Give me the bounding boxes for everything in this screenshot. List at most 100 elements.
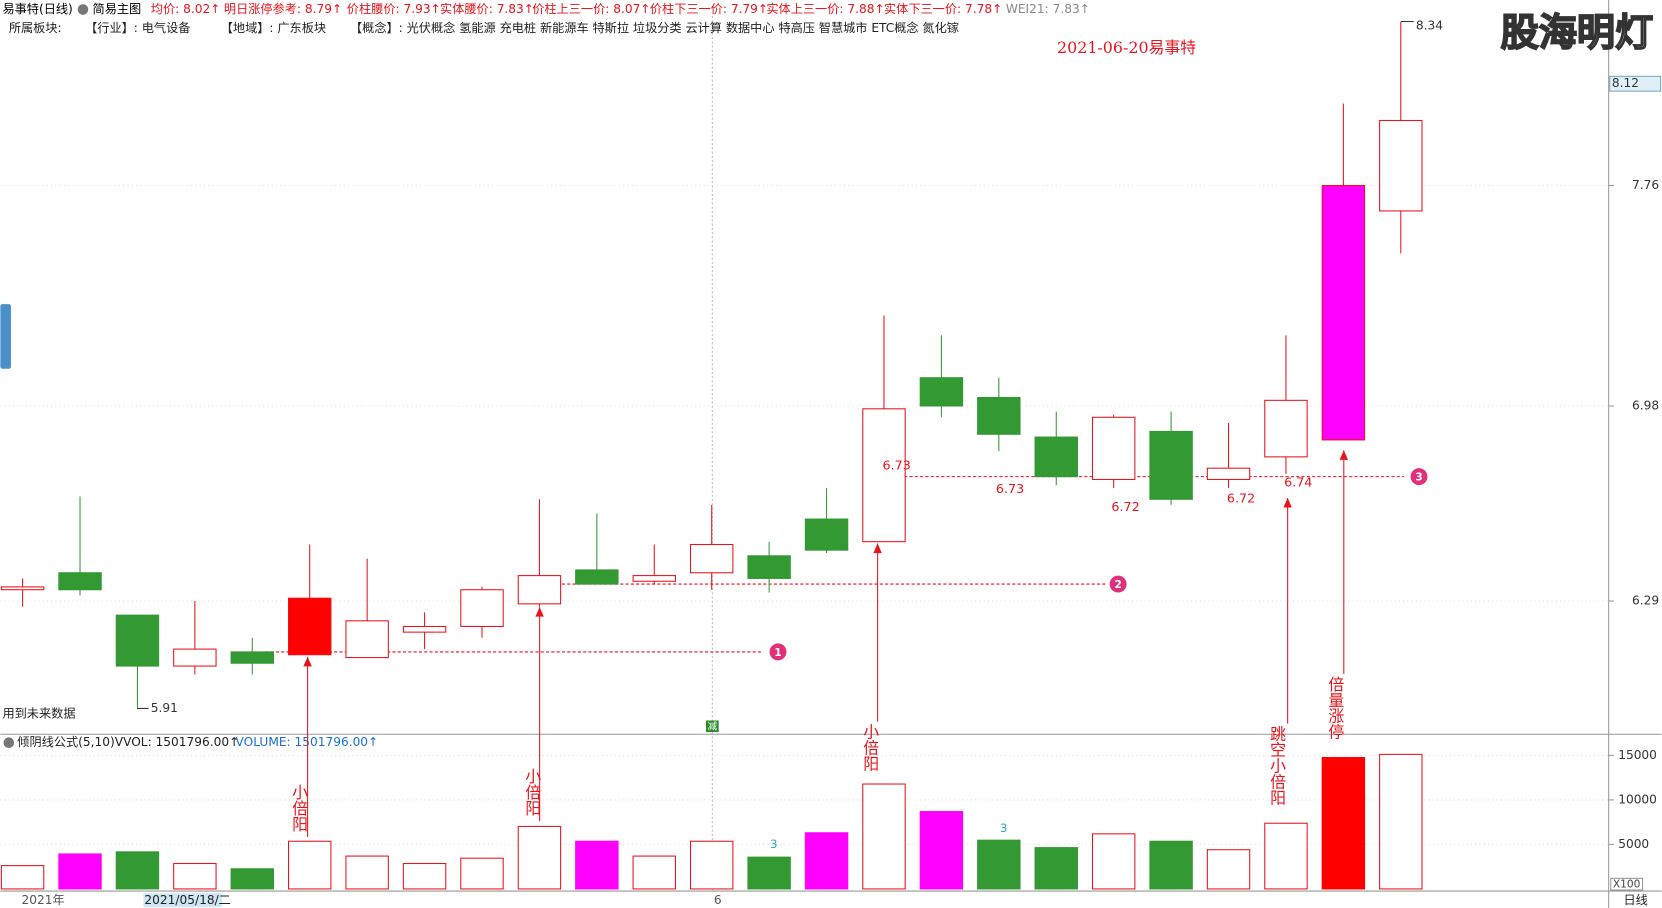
volume-bar: [1149, 840, 1193, 890]
candle-body: [115, 614, 160, 667]
header-item: 价柱下三一价: 7.79↑: [650, 1, 768, 16]
callout: 跳空小倍阳: [1268, 726, 1287, 806]
candle-body: [1034, 436, 1078, 478]
volume-bar: [804, 832, 849, 890]
volume-bar: [977, 839, 1021, 890]
volume-bar: [1321, 757, 1366, 890]
price-label: 6.73: [996, 481, 1024, 496]
candle-body: [345, 620, 389, 659]
header-item: 易事特(日线): [2, 1, 72, 16]
volume-bar: [747, 856, 791, 890]
volume-bar: [115, 851, 160, 890]
candle-body: [919, 377, 964, 407]
volume-bar: [460, 857, 504, 890]
candle-body: [0, 586, 45, 591]
arrow-head: [535, 607, 544, 617]
volume-note: 3: [770, 837, 777, 851]
arrow-head: [1283, 497, 1292, 508]
candle-body: [230, 651, 275, 664]
volume-bar: [58, 853, 102, 890]
callout: 倍量涨停: [1326, 676, 1345, 741]
volume-bar: [1379, 753, 1423, 890]
header-item: WEI21: 7.83↑: [1006, 2, 1090, 16]
volume-bar: [919, 811, 964, 890]
volume-bar: [689, 840, 734, 890]
candle-body: [1264, 399, 1308, 458]
note: 用到未来数据: [2, 706, 75, 721]
price-label: 6.72: [1227, 491, 1255, 506]
volume-bar: [632, 855, 676, 890]
candle-body: [747, 555, 791, 579]
volume-bar: [1034, 847, 1078, 890]
candle-body: [173, 648, 217, 667]
header-item: 均价: 8.02↑: [151, 2, 221, 16]
volume-bar: [1264, 822, 1308, 890]
header-item: 实体下三一价: 7.78↑: [884, 1, 1002, 16]
callout: 小倍阳: [290, 784, 309, 832]
reduce-tag: 减: [708, 720, 718, 732]
vvol: VVOL: 1501796.00↑: [115, 735, 240, 749]
candle-body: [1206, 467, 1251, 481]
candle-body: [1321, 184, 1366, 441]
volume-bar: [862, 783, 906, 890]
header-item: 价柱上三一价: 8.07↑: [532, 1, 650, 16]
last-price-box: [1609, 75, 1662, 92]
candle-body: [517, 575, 562, 605]
candle-body: [402, 625, 447, 633]
volume-bar: [1091, 833, 1136, 890]
menu-icon[interactable]: [3, 737, 15, 749]
header-item: 价柱腰价: 7.93↑: [347, 1, 441, 16]
volume-bar: [230, 868, 275, 890]
sector: 【概念】: 光伏概念 氢能源 充电桩 新能源车 特斯拉 垃圾分类 云计算 数据中…: [350, 20, 959, 35]
x-tick-label: 2021/05/18/二: [144, 893, 230, 907]
volume-bar: [1206, 849, 1251, 890]
volume-unit: X100: [1613, 879, 1641, 891]
y-tick-label: 7.76: [1632, 178, 1659, 192]
candle-body: [977, 396, 1021, 435]
high-label: 8.34: [1416, 18, 1443, 32]
volume-title: 倾阴线公式(5,10): [17, 735, 114, 749]
candle-body: [1379, 119, 1423, 212]
menu-icon[interactable]: [77, 4, 89, 15]
side-tab[interactable]: [0, 304, 11, 369]
last-price: 8.12: [1612, 76, 1639, 90]
reduce-tag-box: [705, 720, 719, 733]
candle-body: [689, 543, 734, 574]
volume-bar: [575, 840, 619, 890]
price-label: 6.73: [883, 458, 911, 473]
sector: 【地域】: 广东板块: [221, 21, 326, 35]
candle-body: [804, 518, 849, 551]
y-tick-label: 6.98: [1632, 398, 1659, 412]
low-label: 5.91: [151, 701, 178, 715]
reference-marker: [1109, 575, 1127, 593]
x-tick-label: 6: [714, 893, 722, 907]
sector: 【行业】: 电气设备: [85, 20, 190, 35]
y-tick-label: 5000: [1618, 837, 1649, 851]
callout: 小倍阳: [861, 724, 880, 772]
header-item: 实体上三一价: 7.88↑: [766, 1, 884, 16]
arrow-head: [303, 656, 312, 667]
arrow-head: [873, 543, 882, 554]
candle-body: [288, 597, 332, 656]
chart-title: 2021-06-20易事特: [1057, 38, 1196, 57]
candle-body: [1149, 430, 1193, 500]
header-item: 简易主图: [93, 2, 142, 16]
price-label: 6.72: [1111, 499, 1139, 514]
volume-note: 3: [1000, 821, 1007, 835]
watermark: 股海明灯: [1501, 10, 1654, 54]
candle-body: [460, 589, 504, 628]
reference-marker: [769, 643, 787, 661]
volume-value: VOLUME: 1501796.00↑: [236, 735, 379, 749]
y-tick-label: 6.29: [1632, 594, 1659, 608]
volume-bar: [288, 840, 332, 890]
callout: 小倍阳: [523, 768, 542, 816]
price-label: 6.74: [1284, 475, 1312, 490]
header-item: 明日涨停参考: 8.79↑: [224, 1, 342, 16]
arrow-head: [1339, 450, 1349, 460]
x-tick-label: 2021年: [22, 893, 65, 907]
volume-bar: [0, 865, 45, 890]
header-item: 实体腰价: 7.83↑: [440, 1, 534, 16]
period: 日线: [1624, 893, 1648, 907]
volume-bar: [517, 825, 562, 890]
